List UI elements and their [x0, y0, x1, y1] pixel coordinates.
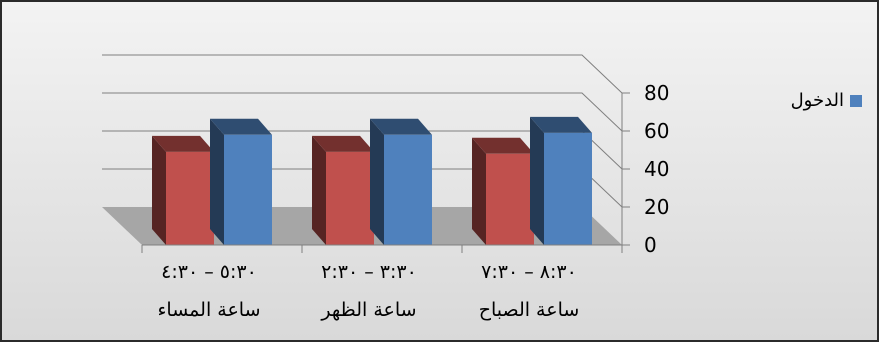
bar: [312, 135, 374, 245]
bar-side: [312, 135, 326, 245]
bar-top: [472, 137, 534, 154]
bar-side: [472, 137, 486, 245]
x-tick-category-label: ساعة المساء: [158, 299, 261, 321]
legend-swatch: [850, 95, 862, 107]
bar-top: [312, 135, 374, 152]
bar: [370, 118, 432, 245]
bar-front: [224, 134, 272, 245]
x-tick-time-label: ٨:٣٠ – ٧:٣٠: [481, 261, 577, 283]
bar: [472, 137, 534, 245]
bar-side: [370, 118, 384, 245]
legend-entry-label: الدخول: [791, 90, 844, 111]
x-tick-category-label: ساعة الصباح: [479, 299, 580, 321]
gridline: [102, 92, 623, 132]
bar-side: [152, 135, 166, 245]
bar-top: [370, 118, 432, 135]
bar: [530, 116, 592, 246]
bar-top: [210, 118, 272, 135]
y-tick-label: 80: [644, 81, 669, 105]
bar-side: [530, 116, 544, 246]
legend: الدخول: [791, 90, 862, 111]
bar-top: [530, 116, 592, 133]
bar-top: [152, 135, 214, 152]
y-tick-label: 0: [644, 233, 657, 257]
y-tick-label: 40: [644, 157, 669, 181]
x-tick-category-label: ساعة الظهر: [320, 299, 416, 321]
bar-side: [210, 118, 224, 245]
bar: [210, 118, 272, 245]
x-tick-time-label: ٥:٣٠ – ٤:٣٠: [161, 261, 257, 283]
y-tick-label: 60: [644, 119, 669, 143]
y-tick-label: 20: [644, 195, 669, 219]
x-tick-time-label: ٣:٣٠ – ٢:٣٠: [321, 261, 417, 283]
gridline: [102, 54, 623, 94]
y-axis: 0 20 40 60 80: [621, 81, 669, 257]
bar-front: [486, 153, 534, 245]
x-axis-labels: ٨:٣٠ – ٧:٣٠ ساعة الصباح ٣:٣٠ – ٢:٣٠ ساعة ال…: [141, 244, 623, 321]
bar: [152, 135, 214, 245]
bar-front: [544, 132, 592, 245]
bar-front: [384, 134, 432, 245]
bars: [152, 116, 592, 246]
bar-front: [326, 151, 374, 245]
bar-front: [166, 151, 214, 245]
